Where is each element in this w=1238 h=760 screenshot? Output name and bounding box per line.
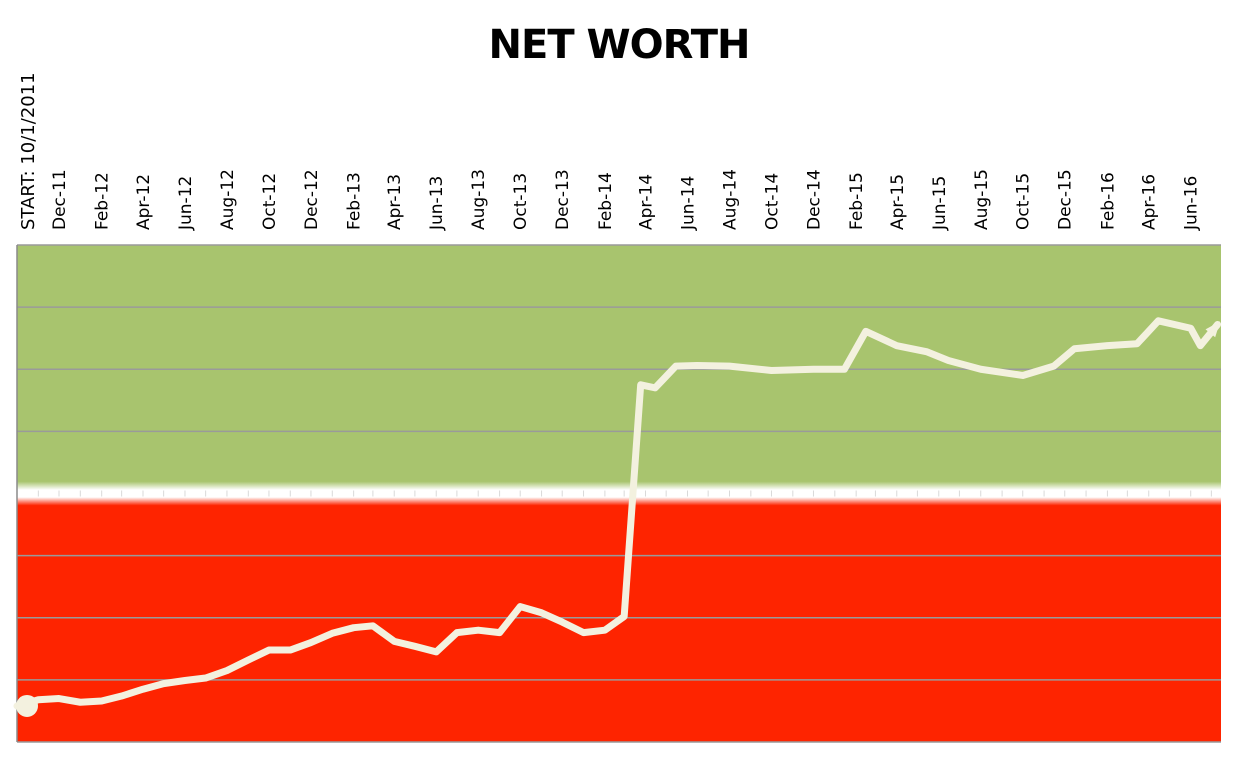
x-tick-label: Dec-14 (804, 169, 824, 230)
x-tick-label: Feb-15 (847, 172, 867, 230)
x-tick-label: Oct-15 (1014, 173, 1034, 230)
x-tick-label: Apr-15 (888, 174, 908, 230)
x-tick-label: Feb-13 (345, 172, 365, 230)
x-tick-label: Jun-16 (1182, 176, 1202, 231)
x-tick-label: Dec-12 (302, 169, 322, 230)
x-tick-label: Jun-12 (176, 176, 196, 231)
x-tick-label: Oct-12 (260, 173, 280, 230)
x-tick-label: Oct-13 (511, 173, 531, 230)
net-worth-line (13, 317, 1222, 710)
x-tick-label: Aug-13 (469, 169, 489, 230)
x-tick-label: Jun-14 (678, 176, 698, 231)
x-tick-label: Aug-14 (720, 169, 740, 230)
zero-boundary-glow (17, 481, 1221, 506)
x-tick-label: Oct-14 (762, 173, 782, 230)
x-tick-label: Apr-14 (637, 174, 657, 230)
x-tick-label: Apr-16 (1140, 174, 1160, 230)
start-date-label: START: 10/1/2011 (18, 72, 39, 230)
chart-title: NET WORTH (488, 22, 751, 68)
x-tick-label: Feb-12 (93, 172, 113, 230)
x-tick-label: Jun-15 (930, 176, 950, 231)
series-end-arrow (1205, 321, 1221, 338)
x-tick-label: Dec-11 (50, 169, 70, 230)
x-tick-label: Feb-14 (596, 172, 616, 230)
series-start-marker (16, 694, 38, 717)
x-tick-label: Feb-16 (1098, 172, 1118, 230)
x-tick-label: Jun-13 (427, 176, 447, 231)
x-tick-label: Aug-12 (218, 169, 238, 230)
x-tick-label: Dec-13 (553, 169, 573, 230)
x-tick-label: Apr-12 (134, 174, 154, 230)
x-tick-label: Apr-13 (385, 174, 405, 230)
x-tick-label: Aug-15 (972, 169, 992, 230)
x-tick-label: Dec-15 (1056, 169, 1076, 230)
